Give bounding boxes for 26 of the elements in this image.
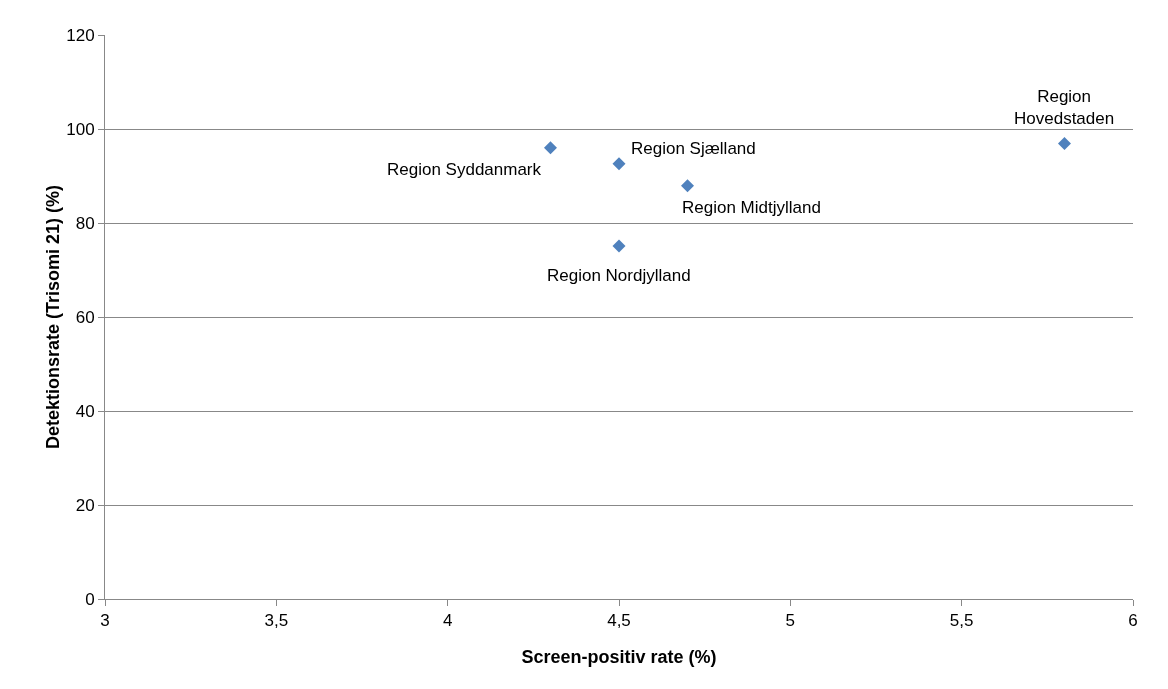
x-tick-label: 3 xyxy=(100,611,110,631)
x-tick-label: 5,5 xyxy=(949,611,974,631)
y-tick-label: 20 xyxy=(75,495,95,515)
y-axis-title: Detektionsrate (Trisomi 21) (%) xyxy=(43,184,63,450)
x-tick-label: 6 xyxy=(1128,611,1138,631)
x-tick-label: 5 xyxy=(785,611,796,631)
point xyxy=(1057,137,1071,151)
point xyxy=(612,157,626,171)
x-axis-title: Screen-positiv rate (%) xyxy=(521,647,717,667)
annotation: Region Syddanmark xyxy=(387,160,542,179)
annotation: Region Hovedstaden xyxy=(1014,87,1115,129)
y-tick-label: 80 xyxy=(75,213,95,233)
x-tick-label: 4,5 xyxy=(607,611,631,631)
y-tick-label: 100 xyxy=(66,119,95,139)
y-tick-label: 120 xyxy=(66,25,95,45)
y-tick-label: 40 xyxy=(75,401,95,421)
point xyxy=(543,141,557,155)
annotation: Region Sjælland xyxy=(631,139,756,158)
annotation: Region Midtjylland xyxy=(682,198,821,217)
annotation: Region Nordjylland xyxy=(547,266,691,285)
point xyxy=(681,179,695,193)
y-tick-label: 60 xyxy=(75,307,95,327)
x-tick-label: 3,5 xyxy=(264,611,289,631)
point xyxy=(612,239,626,253)
x-tick-label: 4 xyxy=(442,611,453,631)
y-tick-label: 0 xyxy=(85,589,95,609)
